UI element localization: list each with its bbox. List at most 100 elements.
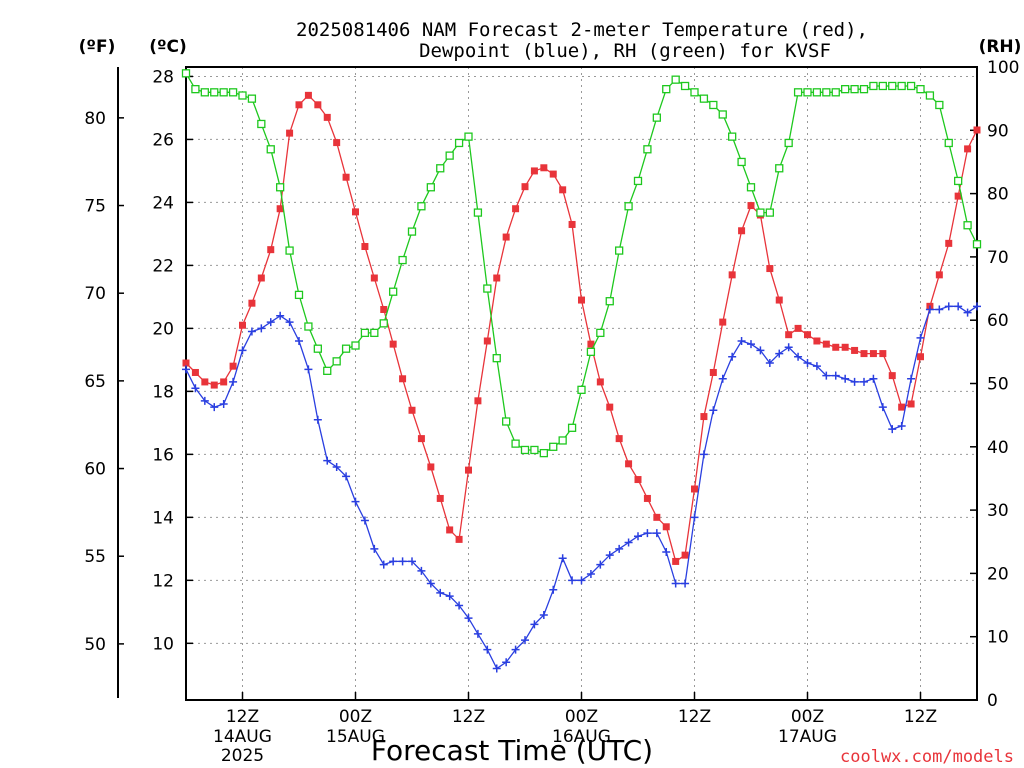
rh-point: [247, 94, 257, 103]
rh-point: [567, 423, 577, 432]
dewpoint-point: [690, 513, 699, 522]
temperature-point: [182, 359, 190, 367]
rh-point: [332, 357, 341, 366]
dewpoint-point: [332, 462, 341, 471]
dewpoint-point: [822, 371, 831, 380]
rh-point: [586, 347, 596, 357]
rh-point: [878, 81, 887, 91]
temperature-point: [653, 513, 661, 521]
temperature-point: [201, 378, 209, 386]
temperature-point: [766, 265, 774, 273]
rh-point: [784, 138, 793, 148]
rh-point: [473, 208, 483, 217]
temperature-point: [662, 523, 670, 531]
temperature-point: [352, 208, 359, 216]
rh-point: [191, 85, 200, 94]
x-tick-label-time: 12Z: [452, 707, 485, 727]
dewpoint-point: [511, 645, 520, 654]
dewpoint-point: [521, 636, 529, 645]
fahrenheit-tick-label: 55: [84, 547, 106, 567]
rh-point: [897, 81, 906, 91]
temperature-point: [248, 299, 256, 307]
rh-point: [464, 132, 473, 141]
rh-point: [228, 88, 238, 97]
dewpoint-point: [699, 450, 708, 459]
gridlines: [186, 67, 977, 700]
dewpoint-point: [342, 472, 351, 481]
rh-point: [285, 246, 294, 255]
rh-point: [200, 88, 209, 97]
temperature-point: [804, 331, 811, 339]
rh-point: [935, 100, 944, 110]
fahrenheit-tick-label: 75: [84, 197, 106, 217]
chart-title-line-2: Dewpoint (blue), RH (green) for KVSF: [419, 40, 831, 62]
dewpoint-point: [671, 579, 680, 588]
temperature-point: [257, 274, 265, 282]
rh-point: [605, 297, 614, 306]
rh-point: [841, 85, 850, 94]
temperature-point: [898, 403, 906, 411]
fahrenheit-tick-label: 80: [84, 109, 106, 129]
rh-point: [746, 183, 756, 192]
dewpoint-point: [238, 346, 247, 355]
dewpoint-point: [794, 352, 803, 361]
dewpoint-point: [944, 302, 953, 311]
x-tick-label-time: 00Z: [791, 707, 824, 727]
rh-point: [266, 145, 275, 154]
temperature-point: [530, 167, 538, 175]
temperature-point: [568, 220, 576, 228]
celsius-tick-label: 14: [152, 508, 174, 528]
temperature-point: [229, 362, 237, 370]
dewpoint-point: [191, 384, 200, 393]
rh-point: [539, 448, 548, 458]
temperature-point: [239, 321, 246, 329]
dewpoint-point: [624, 538, 633, 547]
axes: 50 55 60 65 70 75 80 10 12 14 16 18 20 22 24 26 28 0 10 20 3…: [84, 58, 1019, 766]
dewpoint-point: [257, 324, 266, 333]
dewpoint-point: [219, 399, 228, 408]
temperature-point: [304, 91, 312, 99]
dewpoint-point: [756, 346, 765, 355]
rh-point: [530, 445, 539, 455]
rh-point: [577, 385, 586, 394]
temperature-point: [888, 372, 896, 380]
x-tick-label-time: 12Z: [226, 707, 259, 727]
rh-point: [888, 81, 897, 91]
fahrenheit-tick-label: 60: [84, 460, 106, 480]
dewpoint-point: [323, 456, 332, 465]
temperature-point: [672, 557, 680, 565]
celsius-tick-label: 24: [152, 193, 174, 213]
dewpoint-point: [539, 610, 548, 619]
dewpoint-point: [869, 374, 878, 383]
rh-point: [709, 100, 718, 110]
rh-point: [304, 322, 313, 331]
temperature-point: [342, 173, 350, 181]
dewpoint-point: [276, 311, 285, 320]
rh-point: [181, 69, 191, 78]
temperature-point: [935, 271, 943, 279]
dewpoint-point: [568, 576, 577, 585]
temperature-point: [446, 526, 454, 534]
temperature-point: [709, 368, 717, 376]
temperature-point: [549, 170, 557, 178]
temperature-point: [728, 271, 736, 279]
celsius-tick-label: 18: [152, 382, 174, 402]
temperature-point: [747, 202, 755, 210]
dewpoint-point: [803, 359, 812, 368]
rh-point: [765, 208, 774, 217]
rh-point: [351, 341, 360, 350]
dewpoint-point: [455, 601, 464, 610]
dewpoint-point: [229, 377, 238, 386]
dewpoint-point: [200, 396, 209, 405]
rh-point: [633, 176, 643, 186]
rh-tick-label: 80: [987, 185, 1009, 205]
fahrenheit-axis-unit: (ºF): [79, 37, 116, 57]
temperature-point: [314, 101, 322, 109]
dewpoint-point: [492, 664, 501, 673]
temperature-point: [399, 375, 407, 383]
dewpoint-point: [907, 374, 916, 383]
temperature-point: [832, 343, 840, 351]
rh-point: [219, 88, 228, 97]
rh-point: [483, 284, 492, 293]
rh-point: [445, 151, 454, 160]
